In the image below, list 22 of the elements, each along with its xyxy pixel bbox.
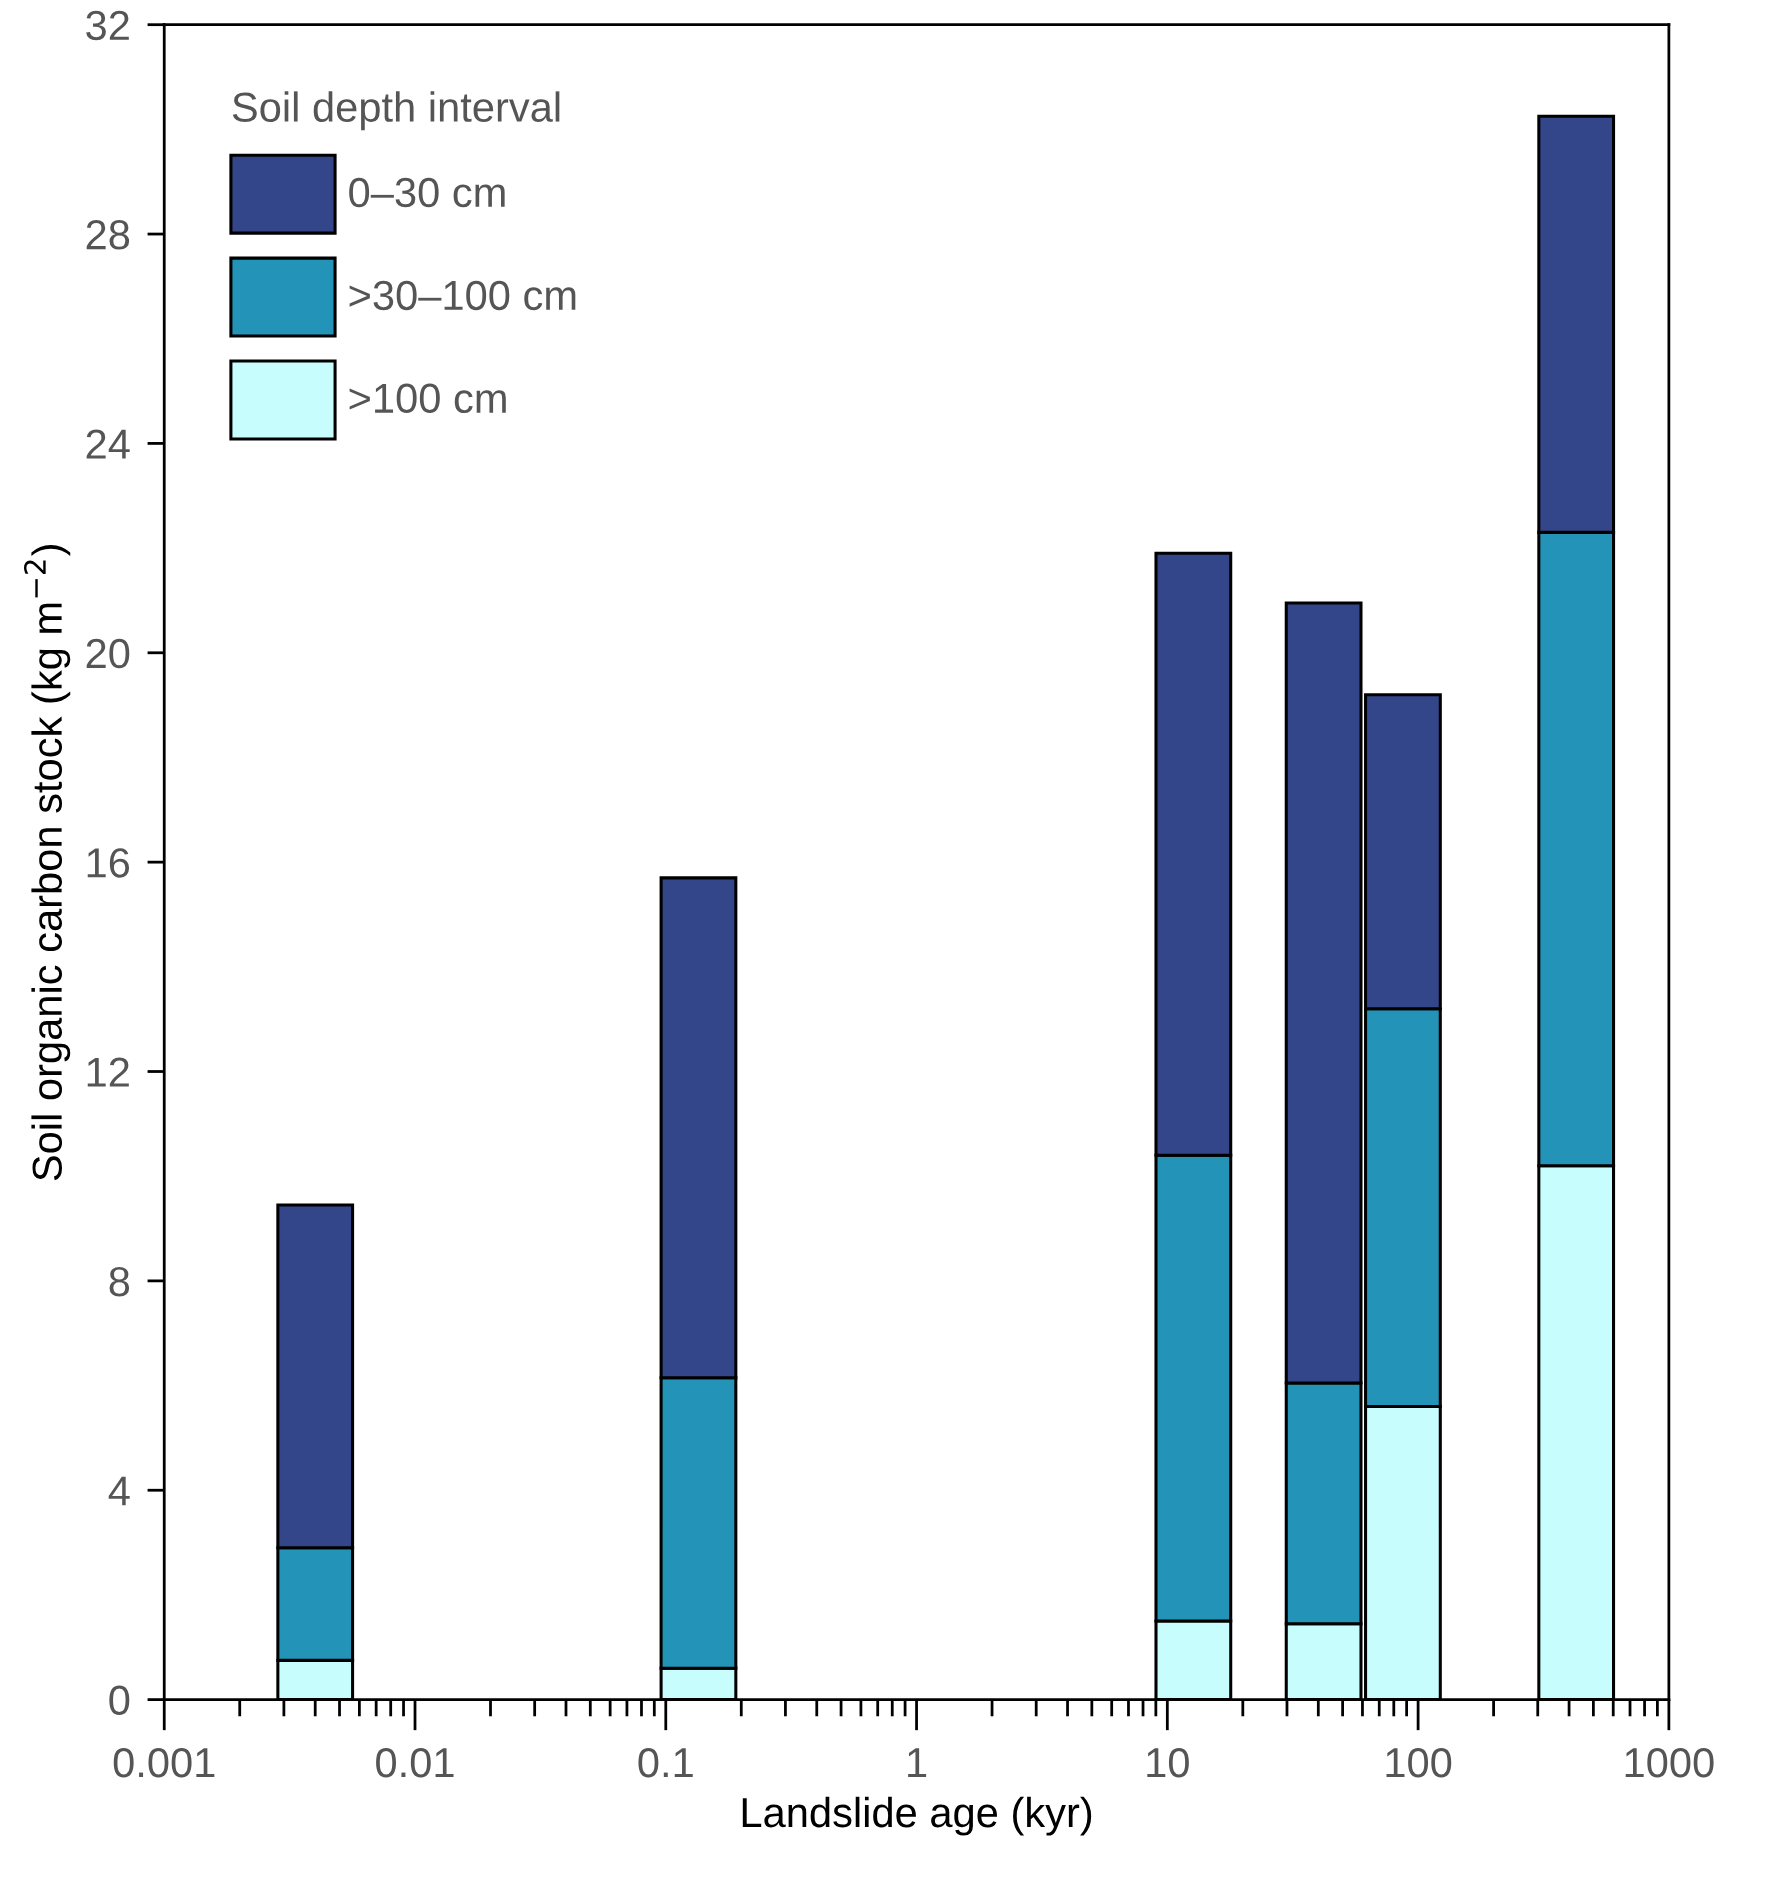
legend-label: >100 cm — [349, 383, 506, 414]
legend-title: Soil depth interval — [232, 91, 560, 131]
y-tick-label: 4 — [108, 1476, 130, 1506]
y-tick-label: 24 — [86, 429, 130, 459]
x-tick-label: 0.01 — [376, 1747, 454, 1778]
y-tick-label: 20 — [86, 638, 130, 669]
x-tick-label: 1000 — [1625, 1747, 1714, 1778]
y-tick-label: 12 — [87, 1057, 129, 1087]
x-tick-label: 1 — [908, 1748, 927, 1778]
x-tick-label: 10 — [1147, 1747, 1189, 1778]
legend-label: >30–100 cm — [349, 280, 576, 311]
x-tick-label: 100 — [1386, 1747, 1452, 1778]
y-tick-label: 8 — [109, 1266, 130, 1297]
legend-label: 0–30 cm — [349, 177, 505, 208]
x-tick-label: 0.001 — [113, 1747, 215, 1778]
x-axis-title: Landslide age (kyr) — [742, 1796, 1092, 1836]
y-tick-label: 32 — [86, 10, 129, 41]
y-axis-title: Soil organic carbon stock (kg m$^{−2}$) — [24, 545, 71, 1181]
x-tick-label: 0.1 — [638, 1747, 693, 1778]
y-tick-label: 0 — [109, 1685, 130, 1716]
y-tick-label: 28 — [86, 220, 130, 250]
y-tick-label: 16 — [87, 848, 130, 878]
